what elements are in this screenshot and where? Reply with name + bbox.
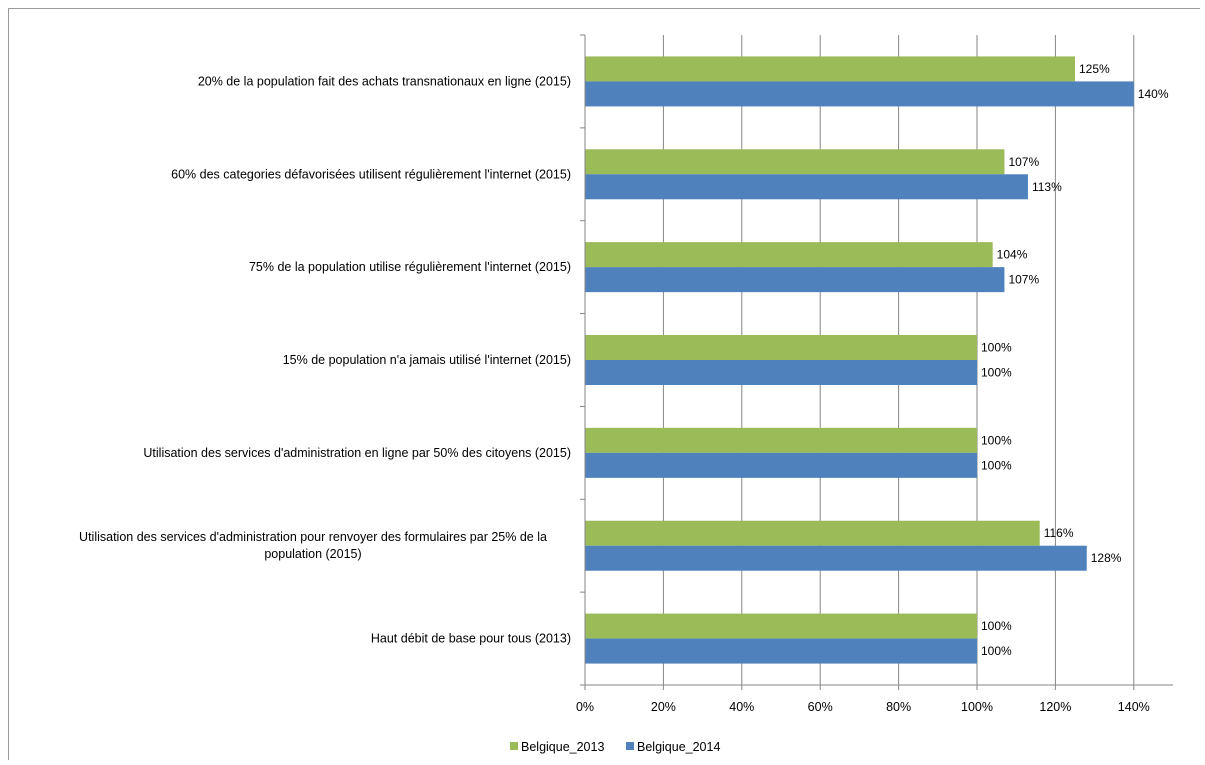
data-label: 100%	[981, 644, 1012, 658]
category-label-line: population (2015)	[264, 547, 361, 561]
data-label: 100%	[981, 366, 1012, 380]
bar-belgique-2013	[585, 520, 1040, 546]
category-label: 60% des categories défavorisées utilisen…	[171, 167, 571, 181]
x-tick-label: 100%	[961, 700, 993, 714]
data-label: 100%	[981, 619, 1012, 633]
data-label: 100%	[981, 458, 1012, 472]
data-label: 104%	[997, 248, 1028, 262]
bar-belgique-2014	[585, 545, 1087, 571]
data-label: 116%	[1044, 526, 1074, 540]
bar-belgique-2013	[585, 613, 977, 639]
x-tick-label: 140%	[1118, 700, 1150, 714]
category-label: Utilisation des services d'administratio…	[79, 530, 547, 561]
bar-belgique-2013	[585, 56, 1075, 82]
x-tick-label: 120%	[1039, 700, 1071, 714]
bar-belgique-2014	[585, 174, 1028, 200]
bar-belgique-2014	[585, 638, 977, 664]
legend-label: Belgique_2014	[637, 740, 720, 754]
category-label: Utilisation des services d'administratio…	[143, 446, 571, 460]
data-label: 113%	[1032, 180, 1062, 194]
category-label: 15% de population n'a jamais utilisé l'i…	[283, 353, 571, 367]
legend-swatch	[626, 742, 634, 750]
chart-frame	[8, 8, 1200, 760]
category-label-line: Utilisation des services d'administratio…	[79, 530, 547, 544]
bar-belgique-2014	[585, 81, 1134, 107]
data-label: 128%	[1091, 551, 1122, 565]
data-label: 100%	[981, 341, 1012, 355]
data-label: 107%	[1008, 155, 1039, 169]
x-tick-label: 20%	[651, 700, 676, 714]
bar-belgique-2013	[585, 242, 993, 268]
data-label: 125%	[1079, 62, 1110, 76]
data-label: 107%	[1008, 273, 1039, 287]
bar-belgique-2013	[585, 335, 977, 360]
bar-belgique-2014	[585, 267, 1005, 293]
x-tick-label: 40%	[729, 700, 754, 714]
legend-label: Belgique_2013	[521, 740, 604, 754]
bar-belgique-2014	[585, 360, 977, 385]
category-label: Haut débit de base pour tous (2013)	[371, 632, 571, 646]
data-label: 140%	[1138, 87, 1169, 101]
category-label: 75% de la population utilise régulièreme…	[249, 260, 571, 274]
category-label: 20% de la population fait des achats tra…	[198, 74, 571, 88]
x-tick-label: 80%	[886, 700, 911, 714]
bar-belgique-2013	[585, 149, 1005, 175]
bar-belgique-2014	[585, 452, 977, 478]
x-tick-label: 0%	[576, 700, 594, 714]
data-label: 100%	[981, 433, 1012, 447]
bar-belgique-2013	[585, 427, 977, 453]
legend-swatch	[510, 742, 518, 750]
x-tick-label: 60%	[808, 700, 833, 714]
